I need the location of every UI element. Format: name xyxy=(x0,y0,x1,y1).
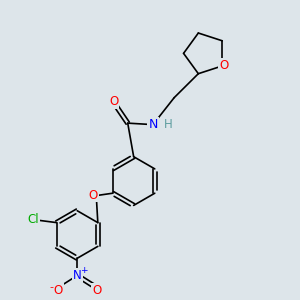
Text: N: N xyxy=(148,118,158,131)
Text: H: H xyxy=(164,118,173,131)
Text: O: O xyxy=(92,284,101,297)
Text: O: O xyxy=(109,95,119,108)
Text: Cl: Cl xyxy=(27,213,39,226)
Text: O: O xyxy=(89,188,98,202)
Text: O: O xyxy=(53,284,63,297)
Text: +: + xyxy=(80,266,88,274)
Text: N: N xyxy=(73,269,82,282)
Text: O: O xyxy=(219,59,228,72)
Text: -: - xyxy=(49,282,53,292)
